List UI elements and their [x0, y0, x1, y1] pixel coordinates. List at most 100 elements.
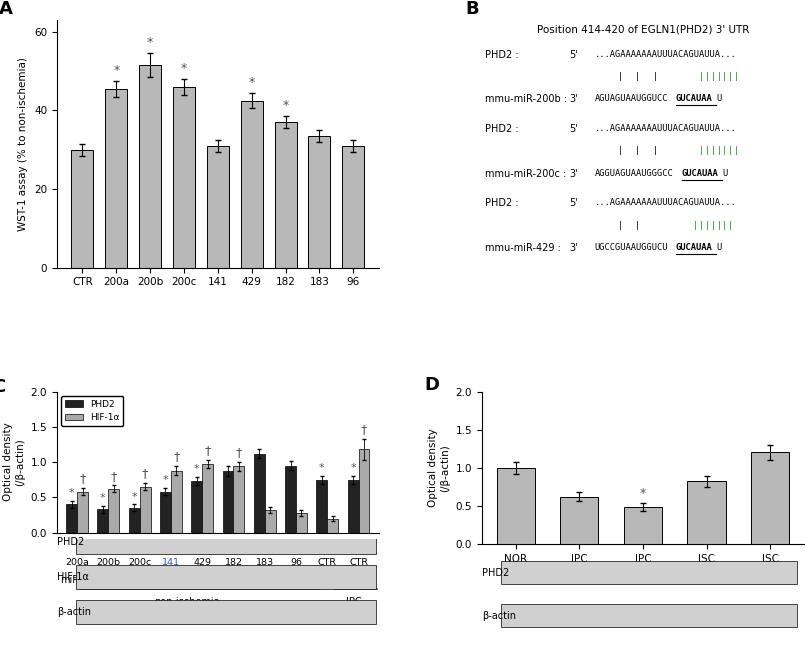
Text: †: † [235, 446, 242, 460]
Text: |: | [727, 147, 732, 155]
Text: UGCCGUAAUGGUCU: UGCCGUAAUGGUCU [594, 243, 667, 252]
Bar [129, 508, 139, 533]
Text: |: | [715, 72, 721, 81]
Text: A: A [0, 0, 13, 18]
Text: miRNA: miRNA [60, 575, 93, 585]
Text: |: | [652, 147, 657, 155]
Bar [500, 604, 796, 627]
Text: |: | [733, 147, 738, 155]
Text: GUCAUAA: GUCAUAA [675, 95, 711, 103]
Bar [76, 600, 375, 624]
Text: GUCAUAA: GUCAUAA [680, 168, 718, 178]
Bar [173, 87, 195, 268]
Text: |: | [617, 147, 622, 155]
Text: 3h: 3h [699, 565, 712, 575]
Bar [274, 123, 296, 268]
Bar [296, 513, 307, 533]
Bar [191, 481, 202, 533]
Text: |: | [721, 147, 727, 155]
Bar [105, 89, 127, 268]
Bar [160, 492, 171, 533]
Text: Position 414-420 of EGLN1(PHD2) 3' UTR: Position 414-420 of EGLN1(PHD2) 3' UTR [536, 25, 748, 35]
Text: †: † [204, 444, 211, 457]
Text: †: † [79, 472, 86, 486]
Text: U: U [715, 243, 721, 252]
Text: 24h: 24h [633, 565, 651, 575]
Text: *: * [162, 476, 168, 486]
Text: U: U [721, 168, 727, 178]
Y-axis label: WST-1 assay (% to non-ischemia): WST-1 assay (% to non-ischemia) [19, 57, 28, 231]
Text: *: * [131, 492, 137, 501]
Text: |: | [704, 72, 709, 81]
Text: †: † [110, 470, 117, 483]
Text: D: D [423, 376, 439, 394]
Text: |: | [710, 147, 714, 155]
Bar [285, 466, 296, 533]
Bar [139, 65, 161, 268]
Text: *: * [69, 488, 75, 498]
Text: |: | [721, 220, 727, 230]
Bar [687, 482, 725, 544]
Bar [76, 565, 375, 589]
Text: *: * [147, 37, 153, 49]
Bar [341, 146, 364, 268]
Text: 96: 96 [290, 558, 302, 567]
Text: *: * [350, 463, 355, 473]
Text: 182: 182 [224, 558, 242, 567]
Y-axis label: Optical density
(/β-actin): Optical density (/β-actin) [428, 428, 449, 507]
Text: |: | [634, 220, 640, 230]
Bar [77, 492, 88, 533]
Text: 200c: 200c [128, 558, 151, 567]
Text: mmu-miR-200c :: mmu-miR-200c : [484, 168, 565, 178]
Legend: PHD2, HIF-1α: PHD2, HIF-1α [62, 396, 123, 426]
Text: †: † [142, 468, 148, 480]
Text: |: | [617, 220, 622, 230]
Bar [496, 468, 534, 544]
Bar [139, 487, 151, 533]
Text: 3h: 3h [573, 565, 585, 575]
Text: PHD2 :: PHD2 : [484, 50, 518, 60]
Bar [264, 510, 276, 533]
Text: |: | [704, 220, 709, 230]
Bar [358, 450, 369, 533]
Text: |: | [710, 72, 714, 81]
Bar [560, 497, 598, 544]
Bar [76, 529, 375, 553]
Bar [222, 471, 234, 533]
Text: |: | [704, 147, 709, 155]
Bar [97, 509, 109, 533]
Text: 141: 141 [161, 558, 180, 567]
Text: |: | [727, 220, 732, 230]
Text: HIF-1α: HIF-1α [57, 572, 88, 582]
Text: †: † [173, 450, 179, 464]
Text: |: | [710, 220, 714, 230]
Text: mmu-miR-429 :: mmu-miR-429 : [484, 243, 560, 253]
Text: *: * [319, 463, 324, 473]
Bar [623, 507, 661, 544]
Text: |: | [634, 72, 640, 81]
Text: 5': 5' [569, 124, 577, 134]
Bar [750, 452, 788, 544]
Bar [109, 489, 119, 533]
Text: *: * [248, 76, 255, 89]
Bar [67, 504, 77, 533]
Bar [327, 519, 338, 533]
Text: GUCAUAA: GUCAUAA [675, 243, 711, 252]
Text: PHD2 :: PHD2 : [484, 198, 518, 208]
Text: U: U [715, 95, 721, 103]
Text: |: | [715, 147, 721, 155]
Text: *: * [113, 64, 119, 77]
Text: β-actin: β-actin [57, 607, 91, 617]
Text: *: * [100, 493, 105, 503]
Text: mmu-miR-200b :: mmu-miR-200b : [484, 95, 567, 105]
Text: |: | [727, 72, 732, 81]
Bar [202, 464, 213, 533]
Text: *: * [181, 62, 187, 75]
Bar [308, 136, 330, 268]
Text: |: | [698, 220, 703, 230]
Text: ...AGAAAAAAAUUUACAGUAUUA...: ...AGAAAAAAAUUUACAGUAUUA... [594, 198, 736, 207]
Text: †: † [360, 423, 367, 436]
Text: 24h: 24h [760, 565, 779, 575]
Text: ...AGAAAAAAAUUUACAGUAUUA...: ...AGAAAAAAAUUUACAGUAUUA... [594, 50, 736, 59]
Text: ...AGAAAAAAAUUUACAGUAUUA...: ...AGAAAAAAAUUUACAGUAUUA... [594, 124, 736, 133]
